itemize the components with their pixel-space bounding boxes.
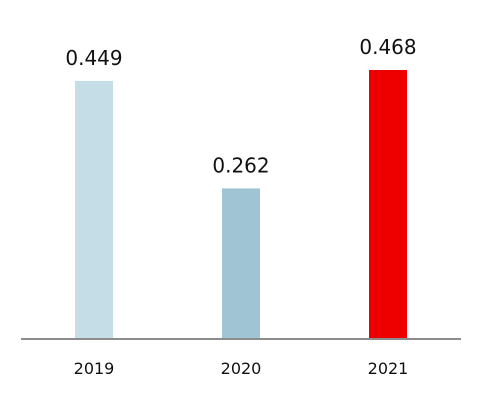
bar-2019 <box>75 80 113 340</box>
value-label-2019: 0.449 <box>65 46 122 70</box>
x-tick-label-2019: 2019 <box>74 359 115 378</box>
bars-group <box>75 70 407 340</box>
bar-2021 <box>369 70 407 339</box>
x-tick-label-2021: 2021 <box>368 359 409 378</box>
value-label-2021: 0.468 <box>359 35 416 59</box>
value-labels-group: 0.449 0.262 0.468 <box>65 35 416 177</box>
value-label-2020: 0.262 <box>212 153 269 177</box>
x-tick-label-2020: 2020 <box>221 359 262 378</box>
x-tick-labels-group: 2019 2020 2021 <box>74 359 409 378</box>
bar-2020 <box>222 188 260 339</box>
